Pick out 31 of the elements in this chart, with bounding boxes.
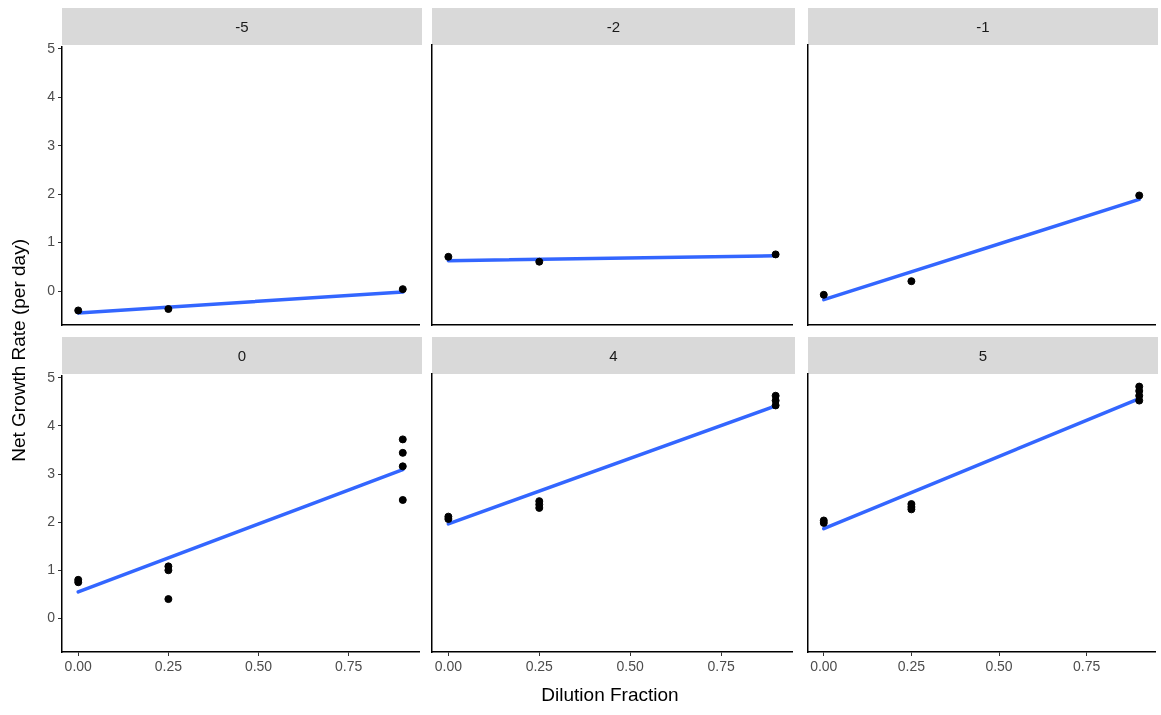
y-tick-label: 5	[47, 39, 56, 56]
y-tick-label: 3	[47, 136, 56, 153]
x-tick-label: 0.50	[616, 658, 645, 675]
chart-title: -2	[432, 8, 795, 45]
x-tick-label: 0.75	[1073, 658, 1101, 675]
y-tick-label: 3	[47, 464, 56, 481]
y-tick-label: 2	[47, 185, 56, 202]
chart-title: -5	[62, 8, 422, 45]
x-tick-label: 0.00	[434, 658, 463, 675]
x-tick-label: 0.75	[707, 658, 735, 675]
y-tick-label: 1	[47, 561, 56, 578]
x-tick-label: 0.00	[810, 658, 838, 675]
y-tick-label: 5	[47, 368, 56, 385]
y-axis-title: Net Growth Rate (per day)	[8, 238, 30, 462]
x-tick-label: 0.00	[64, 658, 93, 675]
chart-title: 4	[432, 337, 795, 374]
x-tick-label: 0.50	[244, 658, 273, 675]
y-tick-label: 1	[47, 233, 56, 250]
chart-title: -1	[808, 8, 1158, 45]
y-tick-label: 2	[47, 512, 56, 529]
chart-title: 5	[808, 337, 1158, 374]
y-tick-label: 0	[47, 609, 56, 626]
x-tick-label: 0.25	[154, 658, 183, 675]
x-tick-label: 0.25	[897, 658, 926, 675]
x-tick-label: 0.25	[525, 658, 554, 675]
x-axis-title: Dilution Fraction	[541, 684, 679, 706]
y-tick-label: 4	[47, 416, 56, 433]
x-tick-label: 0.75	[335, 658, 363, 675]
y-tick-label: 4	[47, 88, 56, 105]
y-tick-label: 0	[47, 281, 56, 298]
x-tick-label: 0.50	[985, 658, 1013, 675]
